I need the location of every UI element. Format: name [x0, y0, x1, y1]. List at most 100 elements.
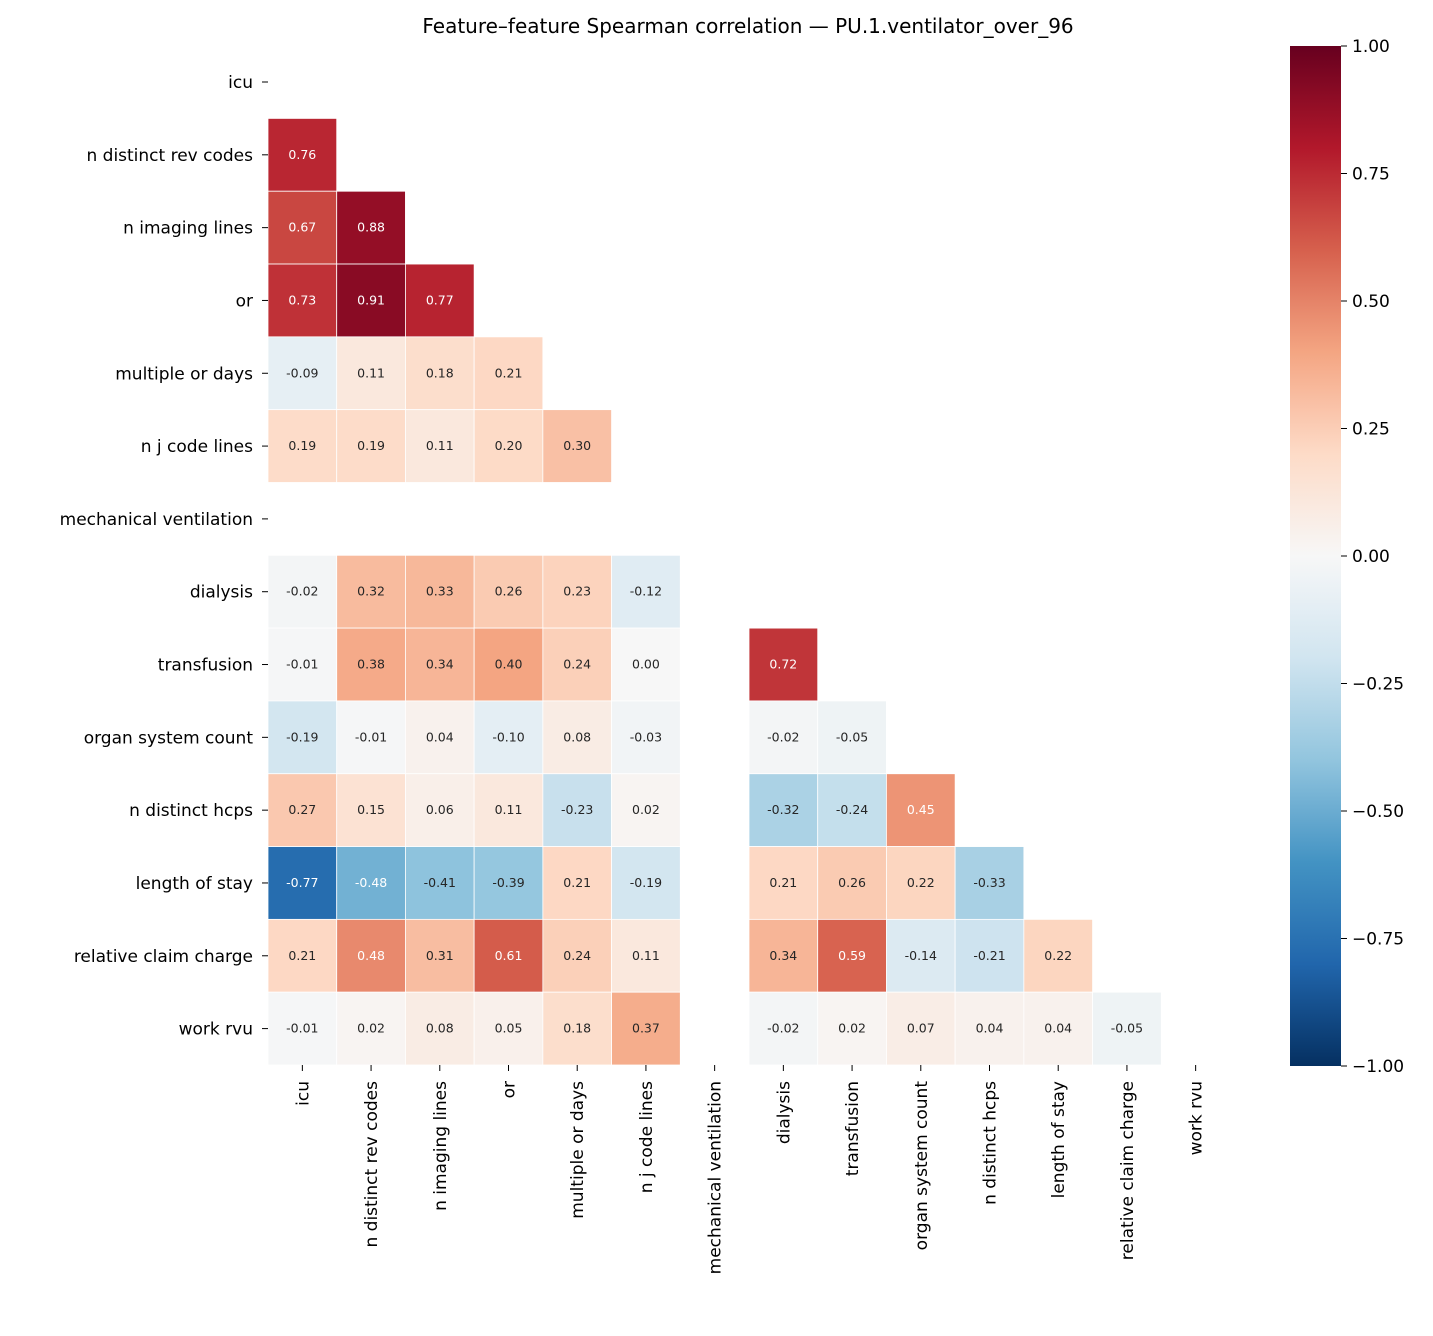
heatmap-cell: [267, 846, 338, 920]
cell-annotation: -0.77: [286, 875, 318, 890]
x-tick-label: dialysis: [774, 1081, 794, 1144]
heatmap-cell: [267, 773, 338, 847]
heatmap-cell: [611, 918, 681, 993]
heatmap-cell: [336, 846, 406, 920]
cell-annotation: 0.32: [357, 584, 385, 599]
x-tick-label: mechanical ventilation: [706, 1081, 726, 1274]
x-tick-label: work rvu: [1187, 1081, 1207, 1155]
cell-annotation: -0.48: [355, 875, 387, 890]
cell-annotation: 0.15: [357, 802, 385, 817]
cell-annotation: 0.76: [288, 147, 316, 162]
y-tick-label: n distinct hcps: [129, 801, 253, 821]
y-tick-labels: icu n distinct rev codes n imaging lines or…: [60, 73, 268, 1040]
cell-annotation: -0.02: [767, 729, 799, 744]
cell-annotation: -0.01: [286, 1021, 318, 1036]
cell-annotation: 0.06: [426, 802, 454, 817]
heatmap-cell: [267, 700, 338, 775]
heatmap-cell: [748, 773, 819, 847]
cell-annotation: 0.19: [357, 438, 385, 453]
heatmap-cell: [473, 336, 544, 411]
cell-annotation: 0.21: [288, 948, 316, 963]
cell-annotation: 0.61: [495, 948, 523, 963]
cell-annotation: -0.23: [561, 802, 593, 817]
heatmap-cell: [542, 409, 612, 483]
cell-annotation: 0.08: [426, 1021, 454, 1036]
heatmap-cell: [611, 627, 681, 702]
y-tick-label: organ system count: [84, 728, 254, 748]
cell-annotation: 0.73: [288, 292, 316, 307]
cell-annotation: 0.05: [495, 1021, 523, 1036]
cell-annotation: 0.04: [426, 729, 454, 744]
x-tick-label: length of stay: [1049, 1081, 1069, 1198]
x-tick-labels: icu n distinct rev codes n imaging lines or…: [293, 1065, 1207, 1274]
heatmap-cell: [954, 991, 1025, 1066]
colorbar-tick-label: 0.25: [1352, 420, 1390, 440]
cell-annotation: 0.24: [563, 948, 591, 963]
cell-annotation: -0.02: [286, 584, 318, 599]
colorbar-tick-label: −0.25: [1352, 675, 1404, 695]
colorbar-tick-label: 0.50: [1352, 292, 1390, 312]
heatmap-cell: [1023, 918, 1093, 993]
heatmap-cell: [886, 846, 956, 920]
cell-annotation: 0.91: [357, 292, 385, 307]
heatmap-cell: [336, 773, 406, 847]
y-tick-label: or: [236, 291, 253, 311]
heatmap-cell: [267, 918, 338, 993]
cell-annotation: 0.30: [563, 438, 591, 453]
colorbar-ticks: 1.00 0.75 0.50 0.25 0.00 −0.25 −0.50 −0.75 −1.00: [1341, 37, 1404, 1077]
cell-annotation: -0.24: [836, 802, 868, 817]
cell-annotation: 0.33: [426, 584, 454, 599]
heatmap-cell: [817, 700, 887, 775]
cell-annotation: -0.05: [836, 729, 868, 744]
cell-annotation: 0.88: [357, 220, 385, 235]
cell-annotation: 0.21: [495, 365, 523, 380]
chart-title: Feature–feature Spearman correlation — P…: [422, 14, 1073, 38]
heatmap-cell: [405, 700, 475, 775]
y-tick-label: work rvu: [179, 1020, 253, 1040]
y-tick-label: length of stay: [136, 874, 253, 894]
heatmap-cell: [405, 263, 475, 338]
cell-annotation: -0.02: [767, 1021, 799, 1036]
cell-annotation: 0.22: [907, 875, 935, 890]
heatmap-cell: [817, 991, 887, 1066]
heatmap-cell: [405, 846, 475, 920]
x-tick-label: icu: [293, 1081, 313, 1106]
heatmap-cell: [473, 554, 544, 629]
cell-annotation: 0.11: [426, 438, 454, 453]
cell-annotation: 0.02: [357, 1021, 385, 1036]
cell-annotation: 0.18: [563, 1021, 591, 1036]
cell-annotation: 0.27: [288, 802, 316, 817]
heatmap-cell: [817, 846, 887, 920]
cell-annotation: 0.21: [769, 875, 797, 890]
heatmap-cell: [886, 918, 956, 993]
cell-annotation: 0.24: [563, 657, 591, 672]
cell-annotation: 0.11: [357, 365, 385, 380]
cell-annotation: 0.26: [495, 584, 523, 599]
cell-annotation: 0.23: [563, 584, 591, 599]
heatmap-cell: [267, 190, 338, 265]
colorbar-tick-label: −0.75: [1352, 930, 1404, 950]
y-tick-label: transfusion: [158, 656, 253, 676]
y-tick-label: multiple or days: [115, 364, 253, 384]
cell-annotation: 0.31: [426, 948, 454, 963]
heatmap-cell: [405, 409, 475, 483]
x-tick-label: n distinct hcps: [981, 1081, 1001, 1205]
y-tick-label: n imaging lines: [123, 219, 253, 239]
cell-annotation: 0.00: [632, 657, 660, 672]
heatmap-cell: [336, 627, 406, 702]
heatmap-cell: [336, 336, 406, 411]
heatmap-cell: [542, 846, 612, 920]
y-tick-label: relative claim charge: [74, 947, 253, 967]
cell-annotation: -0.39: [492, 875, 524, 890]
cell-annotation: -0.33: [973, 875, 1005, 890]
heatmap-cell: [336, 991, 406, 1066]
cell-annotation: 0.72: [769, 657, 797, 672]
cell-annotation: 0.11: [632, 948, 660, 963]
cell-annotation: 0.11: [495, 802, 523, 817]
cell-annotation: 0.04: [1044, 1021, 1072, 1036]
x-tick-label: n distinct rev codes: [362, 1081, 382, 1248]
heatmap-cell: [748, 700, 819, 775]
cell-annotation: 0.08: [563, 729, 591, 744]
heatmap-cell: [954, 846, 1025, 920]
